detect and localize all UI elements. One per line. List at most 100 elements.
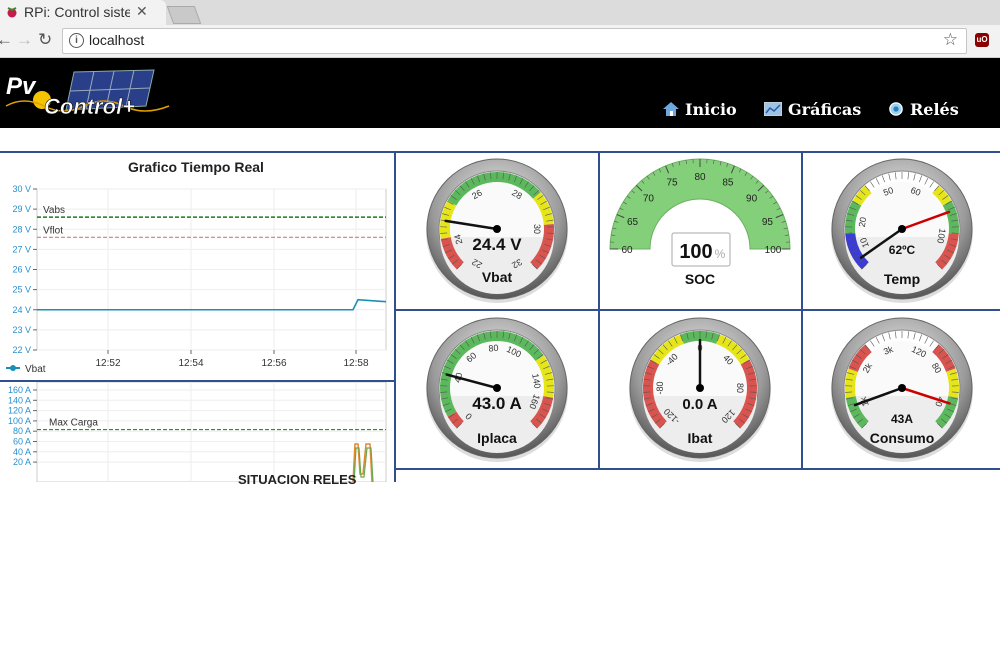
vbat-series-line bbox=[37, 298, 387, 311]
soc-unit: % bbox=[715, 247, 726, 261]
gauge-minor-tick bbox=[456, 423, 462, 429]
gauge-hub bbox=[493, 225, 501, 233]
gauge-minor-tick bbox=[937, 423, 943, 429]
gauge-minor-tick bbox=[846, 238, 854, 241]
soc-value-box bbox=[671, 232, 731, 267]
gauge-minor-tick bbox=[490, 331, 492, 339]
gauge-minor-tick bbox=[853, 254, 860, 260]
gauge-minor-tick bbox=[947, 249, 954, 254]
gauge-minor-tick bbox=[529, 344, 535, 351]
new-tab-button[interactable] bbox=[166, 6, 202, 24]
gauge-color-band bbox=[845, 233, 869, 270]
gauge-minor-tick bbox=[740, 354, 747, 359]
gauge-minor-tick bbox=[519, 178, 524, 185]
gauge-minor-tick bbox=[746, 365, 753, 370]
gauge-tick-label: 10 bbox=[858, 236, 871, 249]
soc-minor-tick bbox=[781, 220, 786, 223]
gauge-minor-tick bbox=[849, 365, 856, 370]
gauge-minor-tick bbox=[861, 264, 867, 270]
soc-tick-label: 100 bbox=[765, 245, 782, 256]
gauge-minor-tick bbox=[459, 185, 465, 192]
gauge-minor-tick bbox=[732, 344, 738, 351]
gauge-minor-tick bbox=[448, 413, 455, 419]
gauge-minor-tick bbox=[859, 190, 866, 196]
soc-arc bbox=[609, 158, 791, 250]
address-bar[interactable]: i localhost ☆ bbox=[62, 28, 967, 54]
soc-minor-tick bbox=[665, 165, 668, 170]
forward-icon[interactable]: → bbox=[16, 30, 33, 49]
realtime-voltage-chart[interactable]: 30 V 29 V 28 V 27 V 26 V 25 V 24 V 23 V 22 V 12:5… bbox=[0, 153, 394, 380]
vabs-label: Vabs bbox=[43, 205, 65, 216]
gauge-minor-tick bbox=[441, 238, 449, 241]
gauge-minor-tick bbox=[847, 213, 854, 216]
gauge-tick-label: 140 bbox=[530, 373, 542, 390]
back-icon[interactable]: ← bbox=[0, 30, 13, 49]
gauge-minor-tick bbox=[450, 195, 457, 200]
gauge-color-band bbox=[935, 233, 959, 270]
gauge-color-band bbox=[946, 368, 959, 398]
gauge-minor-tick bbox=[441, 397, 449, 400]
gauge-minor-tick bbox=[857, 259, 863, 265]
gauge-tick-label: 30 bbox=[532, 224, 542, 234]
soc-minor-tick bbox=[713, 160, 715, 165]
ublock-extension-icon[interactable]: uO bbox=[975, 33, 989, 47]
gauge-minor-tick bbox=[941, 259, 947, 265]
soc-minor-tick bbox=[760, 185, 764, 189]
browser-toolbar: ← → ↻ i localhost ☆ uO bbox=[0, 25, 1000, 58]
nav-inicio[interactable]: Inicio bbox=[663, 100, 737, 119]
svg-text:Control+: Control+ bbox=[44, 94, 135, 119]
gauge-minor-tick bbox=[717, 334, 721, 342]
y-tick-label: 24 V bbox=[12, 305, 31, 315]
y-tick-label: 29 V bbox=[12, 204, 31, 214]
gauge-minor-tick bbox=[537, 195, 544, 200]
x-tick-label: 12:58 bbox=[343, 358, 368, 369]
gauge-minor-tick bbox=[739, 418, 745, 424]
gauge-minor-tick bbox=[895, 331, 897, 339]
vbat-needle bbox=[444, 219, 499, 231]
x-tick-label: 12:54 bbox=[178, 358, 203, 369]
gauge-minor-tick bbox=[847, 244, 855, 247]
info-icon[interactable]: i bbox=[69, 33, 84, 48]
gauge-minor-tick bbox=[847, 372, 854, 375]
gauge-minor-tick bbox=[459, 344, 465, 351]
gauge-minor-tick bbox=[508, 332, 511, 340]
bookmark-star-icon[interactable]: ☆ bbox=[942, 30, 958, 49]
gauge-minor-tick bbox=[644, 397, 652, 400]
legend-marker bbox=[10, 365, 16, 371]
browser-tab[interactable]: RPi: Control sistema ✕ bbox=[0, 0, 166, 25]
iplaca-needle bbox=[445, 373, 499, 390]
gauge-minor-tick bbox=[913, 173, 916, 181]
current-series-green bbox=[353, 447, 374, 482]
gauge-panel-vbat: 22 24 26 28 30 32 24.4 V Vbat bbox=[394, 151, 600, 311]
soc-minor-tick bbox=[765, 190, 769, 194]
nav-graficas[interactable]: Gráficas bbox=[764, 100, 861, 119]
gauge-minor-tick bbox=[948, 206, 955, 211]
gauge-minor-tick bbox=[508, 173, 511, 181]
consumo-gauge: 1k2k3k120804043AConsumo bbox=[831, 317, 973, 462]
gauge-minor-tick bbox=[545, 213, 552, 216]
tab-close-icon[interactable]: ✕ bbox=[136, 3, 148, 19]
gauge-tick-label: 60 bbox=[464, 350, 478, 364]
gauge-tick-label: 24 bbox=[452, 233, 464, 245]
gauge-minor-tick bbox=[452, 418, 458, 424]
gauge-minor-tick bbox=[950, 238, 958, 241]
max-carga-label: Max Carga bbox=[49, 418, 98, 429]
soc-label: SOC bbox=[685, 271, 715, 287]
gauge-minor-tick bbox=[456, 264, 462, 270]
gauge-minor-tick bbox=[875, 178, 880, 185]
gauge-minor-tick bbox=[845, 391, 853, 393]
gauge-tick-label: 28 bbox=[510, 188, 524, 202]
gauge-minor-tick bbox=[476, 334, 480, 342]
gauge-minor-tick bbox=[747, 403, 755, 406]
gauge-panel-soc: 60 65 70 75 80 85 90 95 100 100% SOC bbox=[598, 151, 803, 311]
nav-reles[interactable]: Relés bbox=[888, 100, 959, 119]
pvcontrol-logo[interactable]: Pv Control+ bbox=[4, 66, 174, 122]
gauge-minor-tick bbox=[686, 332, 689, 340]
consumo-needle-red bbox=[900, 386, 951, 405]
reload-icon[interactable]: ↻ bbox=[38, 30, 53, 49]
soc-minor-tick bbox=[783, 227, 788, 230]
gauge-minor-tick bbox=[929, 340, 934, 347]
gauge-minor-tick bbox=[749, 378, 757, 381]
gauge-minor-tick bbox=[447, 359, 454, 364]
